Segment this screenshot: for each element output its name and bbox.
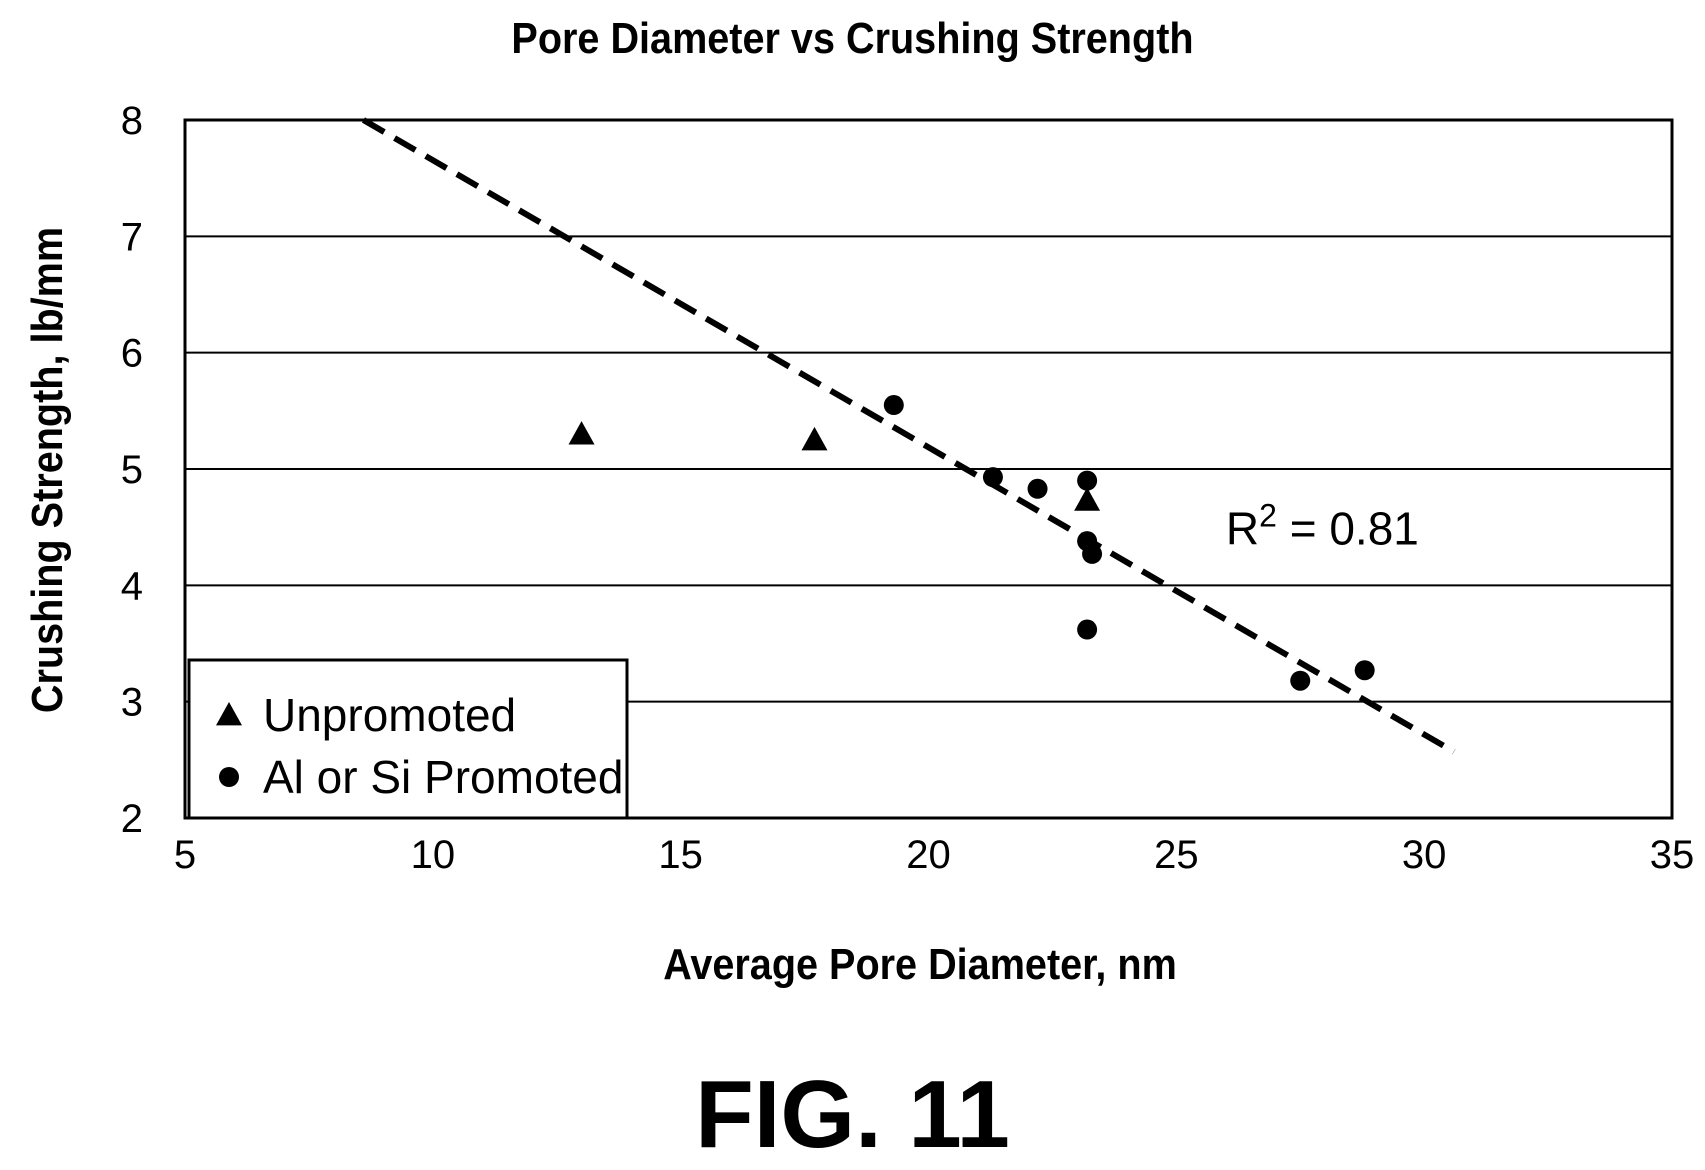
r-squared-exponent: 2 [1259,498,1277,534]
unpromoted-point [1074,487,1101,511]
trendline [361,117,1456,755]
figure-label: FIG. 11 [695,1061,1010,1168]
trendline-group [361,117,1456,755]
legend-label: Unpromoted [263,689,516,741]
gridlines [185,235,1672,703]
r-squared-value: = 0.81 [1277,503,1419,555]
unpromoted-point [801,426,828,451]
legend: Unpromoted Al or Si Promoted [187,658,629,820]
x-tick-label: 15 [658,833,703,877]
legend-marker-triangle [216,702,242,726]
promoted-point [1077,470,1098,491]
y-tick-label: 2 [121,797,143,841]
y-tick-label: 6 [121,332,143,376]
y-tick-label: 4 [121,564,143,608]
tick-labels: 2 3 4 5 6 7 8 5 10 15 20 25 30 35 [121,99,1695,877]
x-axis-label: Average Pore Diameter, nm [663,940,1177,989]
promoted-point [1027,478,1048,499]
r-squared-base: R [1226,503,1259,555]
r-squared-annotation: R2 = 0.81 [1226,498,1419,555]
chart-title: Pore Diameter vs Crushing Strength [511,14,1194,63]
legend-marker-circle [219,767,239,787]
data-points [568,395,1375,691]
promoted-point [1290,670,1311,691]
promoted-point [883,395,904,416]
unpromoted-point [568,421,595,445]
promoted-point [1082,543,1103,564]
x-tick-label: 35 [1650,833,1695,877]
y-tick-label: 3 [121,681,143,725]
legend-box [187,658,629,820]
plot-frame [183,118,1674,820]
x-tick-label: 30 [1402,833,1447,877]
y-tick-label: 7 [121,215,143,259]
y-tick-label: 5 [121,448,143,492]
x-tick-label: 20 [906,833,951,877]
promoted-point [982,467,1003,488]
y-tick-label: 8 [121,99,143,143]
promoted-point [1077,619,1098,640]
x-tick-label: 10 [411,833,456,877]
r-squared-label: R2 = 0.81 [1226,498,1419,555]
x-tick-label: 25 [1154,833,1199,877]
legend-label: Al or Si Promoted [263,751,623,803]
x-tick-label: 5 [174,833,196,877]
promoted-point [1354,660,1375,681]
